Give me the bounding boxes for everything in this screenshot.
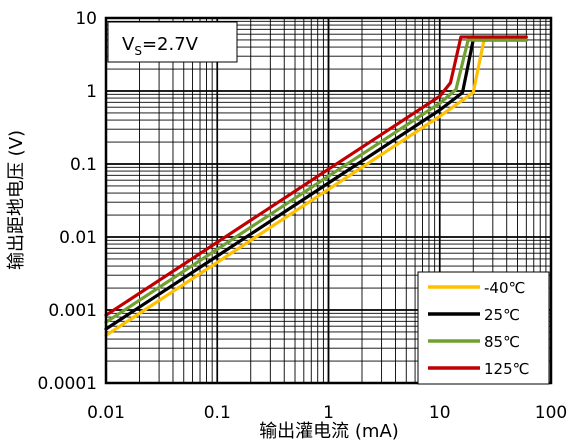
y-tick-label: 0.001 xyxy=(48,301,97,321)
x-tick-label: 10 xyxy=(429,403,451,423)
legend: -40℃ 25℃ 85℃ 125℃ xyxy=(417,271,550,385)
x-tick-label: 100 xyxy=(535,403,567,423)
legend-label: 25℃ xyxy=(484,306,520,324)
annotation-base: V xyxy=(122,34,135,55)
supply-voltage-annotation: VS=2.7V xyxy=(107,21,238,63)
svg-text:VS=2.7V: VS=2.7V xyxy=(122,34,199,58)
legend-label: -40℃ xyxy=(484,279,525,297)
annotation-sub: S xyxy=(134,44,142,58)
y-tick-label: 1 xyxy=(86,82,97,102)
x-tick-labels: 0.01 0.1 1 10 100 xyxy=(87,403,567,423)
y-tick-labels: 0.0001 0.001 0.01 0.1 1 10 xyxy=(38,9,97,394)
x-axis-title: 输出灌电流 (mA) xyxy=(259,421,399,442)
annotation-rest: =2.7V xyxy=(142,34,199,55)
series-line xyxy=(104,38,528,324)
y-tick-label: 0.01 xyxy=(59,228,97,248)
series-line xyxy=(104,35,528,317)
y-axis-title: 输出距地电压 (V) xyxy=(6,130,27,270)
x-tick-label: 0.01 xyxy=(87,403,125,423)
plot-frame xyxy=(104,16,553,385)
legend-label: 125℃ xyxy=(484,360,529,378)
legend-box xyxy=(417,271,550,385)
y-tick-label: 10 xyxy=(75,9,97,29)
x-tick-label: 1 xyxy=(323,403,334,423)
legend-label: 85℃ xyxy=(484,333,520,351)
series-layer xyxy=(104,35,528,337)
y-tick-label: 0.1 xyxy=(70,155,97,175)
y-tick-label: 0.0001 xyxy=(38,374,97,394)
x-tick-label: 0.1 xyxy=(204,403,231,423)
